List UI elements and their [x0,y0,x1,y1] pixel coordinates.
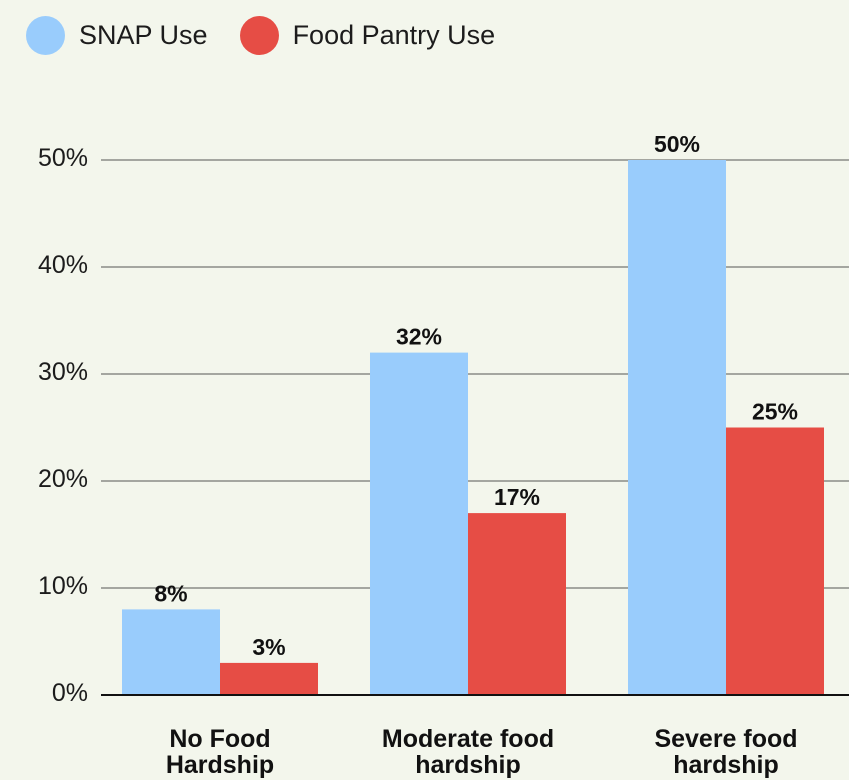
y-tick-label: 40% [38,251,88,279]
data-label: 25% [752,399,798,425]
bars [122,160,824,695]
y-tick-label: 0% [52,679,88,707]
data-label: 17% [494,484,540,510]
y-tick-label: 50% [38,144,88,172]
y-tick-label: 20% [38,465,88,493]
x-tick-label: Moderate food hardship [382,725,554,779]
data-label: 8% [154,580,187,606]
bar-snap-0 [122,609,220,695]
legend-label-food-pantry: Food Pantry Use [292,20,496,50]
legend-swatch-food-pantry [239,16,279,55]
x-tick-label: Severe food hardship [654,725,797,779]
bar-food-pantry-0 [220,662,318,695]
x-tick-label-line: Severe food [654,725,797,753]
bar-food-pantry-2 [726,427,824,695]
x-tick-label-line: Moderate food [382,725,554,753]
data-label: 50% [654,131,700,157]
axes: 0% 10% 20% 30% 40% 50% No Food Hardship Moderate… [38,144,849,779]
x-tick-label-line: hardship [415,751,521,779]
data-label: 32% [396,324,442,350]
x-tick-label-line: No Food [169,725,270,753]
data-labels: 8% 32% 50% 3% 17% 25% [154,131,798,660]
y-tick-label: 10% [38,572,88,600]
bar-snap-1 [370,352,468,695]
legend: SNAP Use Food Pantry Use [26,16,527,55]
bar-food-pantry-1 [468,513,566,695]
legend-label-snap: SNAP Use [79,20,208,50]
legend-swatch-snap [26,16,65,55]
x-tick-label: No Food Hardship [166,725,274,779]
bar-snap-2 [628,160,726,695]
data-label: 3% [252,634,285,660]
legend-item-food-pantry: Food Pantry Use [239,16,496,55]
y-tick-label: 30% [38,358,88,386]
x-tick-label-line: Hardship [166,751,274,779]
legend-item-snap: SNAP Use [26,16,208,55]
x-tick-label-line: hardship [673,751,779,779]
